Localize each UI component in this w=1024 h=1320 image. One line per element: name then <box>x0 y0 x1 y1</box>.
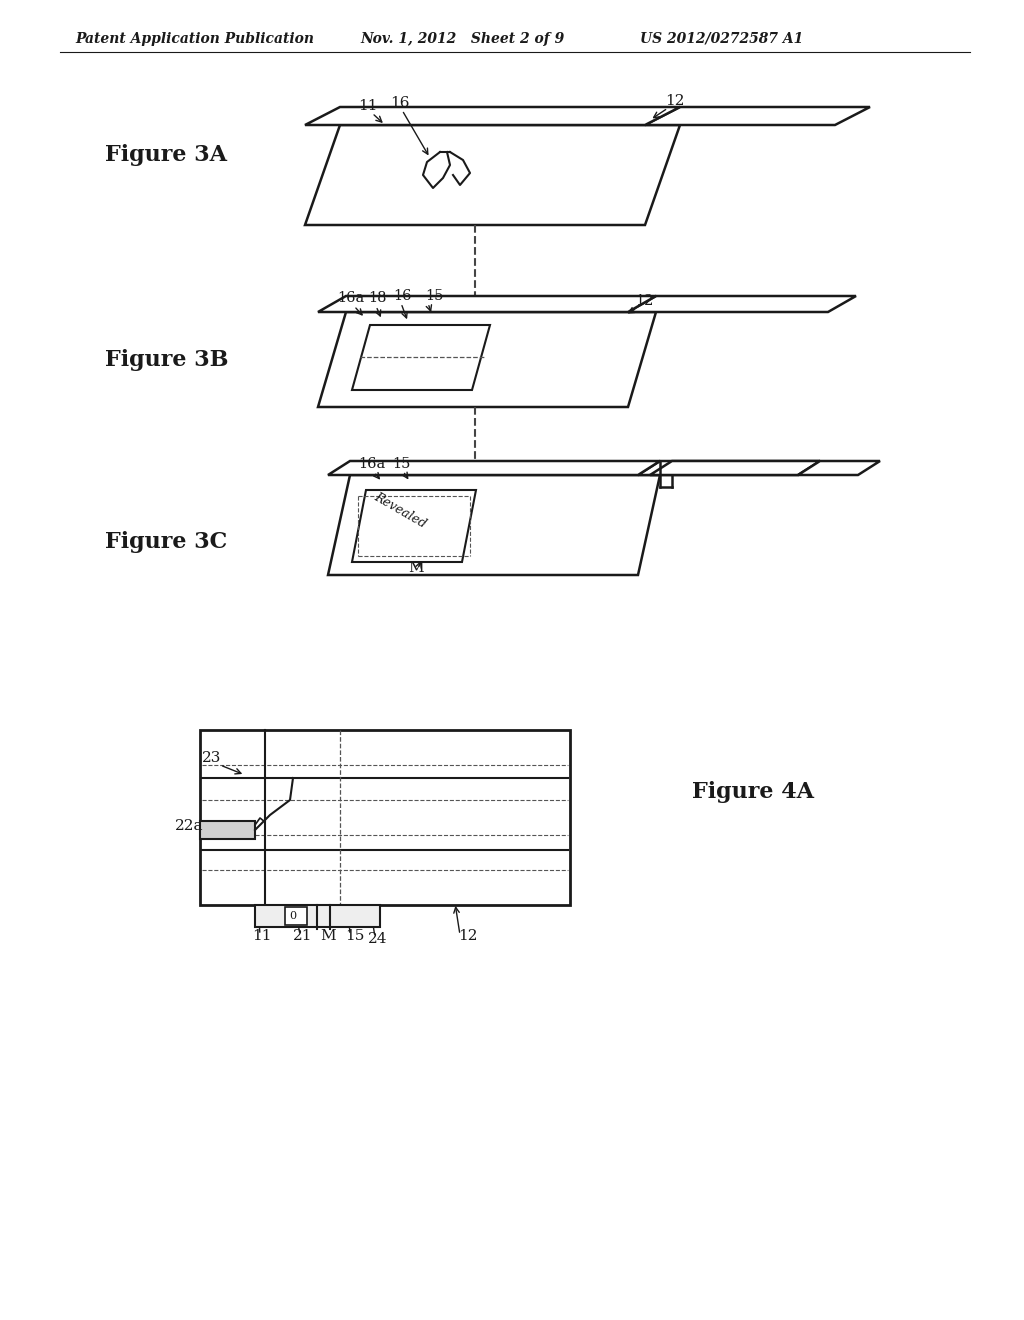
Polygon shape <box>318 296 656 312</box>
Text: Figure 4A: Figure 4A <box>692 781 814 803</box>
Text: 24: 24 <box>368 932 387 946</box>
Text: Patent Application Publication: Patent Application Publication <box>75 32 314 46</box>
Text: 0: 0 <box>290 911 297 921</box>
Polygon shape <box>352 490 476 562</box>
Text: 12: 12 <box>635 294 653 308</box>
Text: 12: 12 <box>665 94 684 108</box>
Text: 12: 12 <box>458 929 477 942</box>
Text: 15: 15 <box>425 289 443 304</box>
Text: Figure 3C: Figure 3C <box>105 531 227 553</box>
Polygon shape <box>328 461 660 475</box>
Text: US 2012/0272587 A1: US 2012/0272587 A1 <box>640 32 803 46</box>
Polygon shape <box>318 312 656 407</box>
Text: 15: 15 <box>345 929 365 942</box>
Polygon shape <box>305 107 680 125</box>
Text: 22a: 22a <box>175 818 204 833</box>
Text: Revealed: Revealed <box>372 491 429 531</box>
Text: 15: 15 <box>392 457 411 471</box>
Text: 16: 16 <box>390 96 410 110</box>
Text: 16a: 16a <box>358 457 385 471</box>
Polygon shape <box>638 461 820 475</box>
Polygon shape <box>628 296 856 312</box>
Text: M: M <box>408 561 424 576</box>
Bar <box>200 730 570 906</box>
Bar <box>285 907 307 925</box>
Bar <box>255 906 380 927</box>
Polygon shape <box>650 461 820 475</box>
Text: 11: 11 <box>252 929 271 942</box>
Text: Nov. 1, 2012   Sheet 2 of 9: Nov. 1, 2012 Sheet 2 of 9 <box>360 32 564 46</box>
Bar <box>200 821 255 840</box>
Text: 18: 18 <box>368 290 386 305</box>
Text: 16: 16 <box>393 289 412 304</box>
Text: 21: 21 <box>293 929 312 942</box>
Polygon shape <box>328 475 660 576</box>
Polygon shape <box>352 325 490 389</box>
Polygon shape <box>798 461 880 475</box>
Text: Figure 3B: Figure 3B <box>105 348 228 371</box>
Text: Figure 3A: Figure 3A <box>105 144 227 166</box>
Text: 23: 23 <box>202 751 221 766</box>
Polygon shape <box>305 125 680 224</box>
Text: 11: 11 <box>358 99 378 114</box>
Polygon shape <box>645 107 870 125</box>
Text: M: M <box>319 929 336 942</box>
Text: 16a: 16a <box>337 290 365 305</box>
